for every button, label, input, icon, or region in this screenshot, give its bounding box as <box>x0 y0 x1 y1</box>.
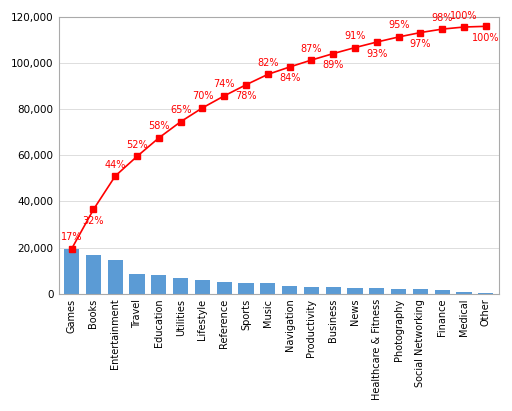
Bar <box>282 286 297 294</box>
Bar <box>435 290 450 294</box>
Text: 100%: 100% <box>450 11 478 21</box>
Text: 89%: 89% <box>323 60 344 70</box>
Bar <box>86 254 101 294</box>
Bar <box>348 288 362 294</box>
Text: 95%: 95% <box>388 21 410 30</box>
Text: 97%: 97% <box>410 39 431 49</box>
Bar <box>239 283 253 294</box>
Bar <box>456 292 472 294</box>
Text: 91%: 91% <box>345 31 366 41</box>
Bar <box>64 249 79 294</box>
Bar <box>195 280 210 294</box>
Bar <box>260 284 275 294</box>
Text: 52%: 52% <box>126 140 148 150</box>
Text: 44%: 44% <box>104 159 126 169</box>
Bar <box>173 277 188 294</box>
Bar <box>108 260 123 294</box>
Bar <box>478 293 494 294</box>
Text: 87%: 87% <box>301 44 322 53</box>
Bar <box>391 289 407 294</box>
Text: 65%: 65% <box>170 105 191 115</box>
Bar <box>151 275 166 294</box>
Text: 32%: 32% <box>83 216 104 226</box>
Text: 100%: 100% <box>472 33 500 43</box>
Text: 17%: 17% <box>61 232 82 242</box>
Bar <box>130 274 145 294</box>
Text: 78%: 78% <box>236 91 257 101</box>
Text: 84%: 84% <box>279 74 301 83</box>
Text: 82%: 82% <box>257 58 279 68</box>
Text: 98%: 98% <box>432 13 453 23</box>
Bar <box>304 287 319 294</box>
Text: 58%: 58% <box>148 121 169 132</box>
Bar <box>413 289 428 294</box>
Bar <box>326 287 341 294</box>
Bar <box>217 282 232 294</box>
Bar <box>369 288 385 294</box>
Text: 70%: 70% <box>191 91 213 102</box>
Text: 93%: 93% <box>366 48 388 58</box>
Text: 74%: 74% <box>214 79 235 89</box>
